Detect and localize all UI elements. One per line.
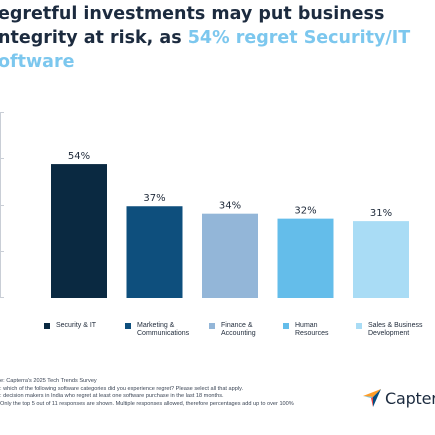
title-accent: 54% regret Security/IT (187, 28, 411, 48)
footnote-source: e: Capterra's 2025 Tech Trends Survey (0, 378, 97, 384)
y-axis-tick (0, 112, 4, 113)
bar-value-label: 54% (68, 151, 90, 162)
legend-item: Sales & Business Development (356, 322, 422, 338)
title-line-2: ntegrity at risk, as 54% regret Security… (0, 26, 435, 50)
y-axis-tick (0, 297, 4, 298)
bar-value-label: 37% (143, 193, 165, 204)
footnote-respondents: : decision makers in India who regret at… (0, 393, 224, 399)
legend-label: Finance & Accounting (221, 322, 256, 337)
footnote-question: : which of the following software catego… (0, 385, 244, 392)
y-axis-tick (0, 205, 4, 206)
y-axis-tick (0, 158, 4, 159)
bar-5 (353, 221, 409, 298)
legend-item: Marketing & Communications (125, 322, 189, 338)
y-axis-tick (0, 251, 4, 252)
legend-item: Human Resources (283, 322, 328, 338)
footnotes: e: Capterra's 2025 Tech Trends Survey : … (0, 378, 350, 408)
bar-1 (51, 164, 107, 298)
capterra-arrow-icon (363, 389, 381, 407)
footnote-note: Only the top 5 out of 11 responses are s… (0, 400, 294, 407)
capterra-logo: Capterra (362, 388, 435, 408)
legend-swatch (44, 323, 50, 329)
title-line-1: egretful investments may put business (0, 4, 385, 24)
bar-value-label: 31% (370, 208, 392, 219)
bar-value-label: 32% (294, 206, 316, 217)
legend-item: Security & IT (44, 322, 96, 330)
legend-label: Security & IT (56, 322, 97, 329)
chart-title: egretful investments may put business nt… (0, 2, 435, 74)
legend-swatch (356, 323, 362, 329)
logo-text: Capterra (385, 388, 435, 408)
legend-swatch (209, 323, 215, 329)
legend-label: Marketing & Communications (137, 322, 190, 337)
title-line-3: oftware (0, 52, 75, 72)
legend-label: Sales & Business Development (368, 322, 423, 337)
bar-4 (277, 218, 334, 298)
legend-item: Finance & Accounting (209, 322, 256, 338)
legend-swatch (125, 323, 131, 329)
bar-2 (126, 206, 183, 298)
legend-label: Human Resources (295, 322, 329, 337)
legend-swatch (283, 323, 289, 329)
bar-3 (202, 213, 258, 298)
bar-value-label: 34% (219, 201, 241, 212)
title-line-2-text: ntegrity at risk, as (0, 28, 188, 48)
